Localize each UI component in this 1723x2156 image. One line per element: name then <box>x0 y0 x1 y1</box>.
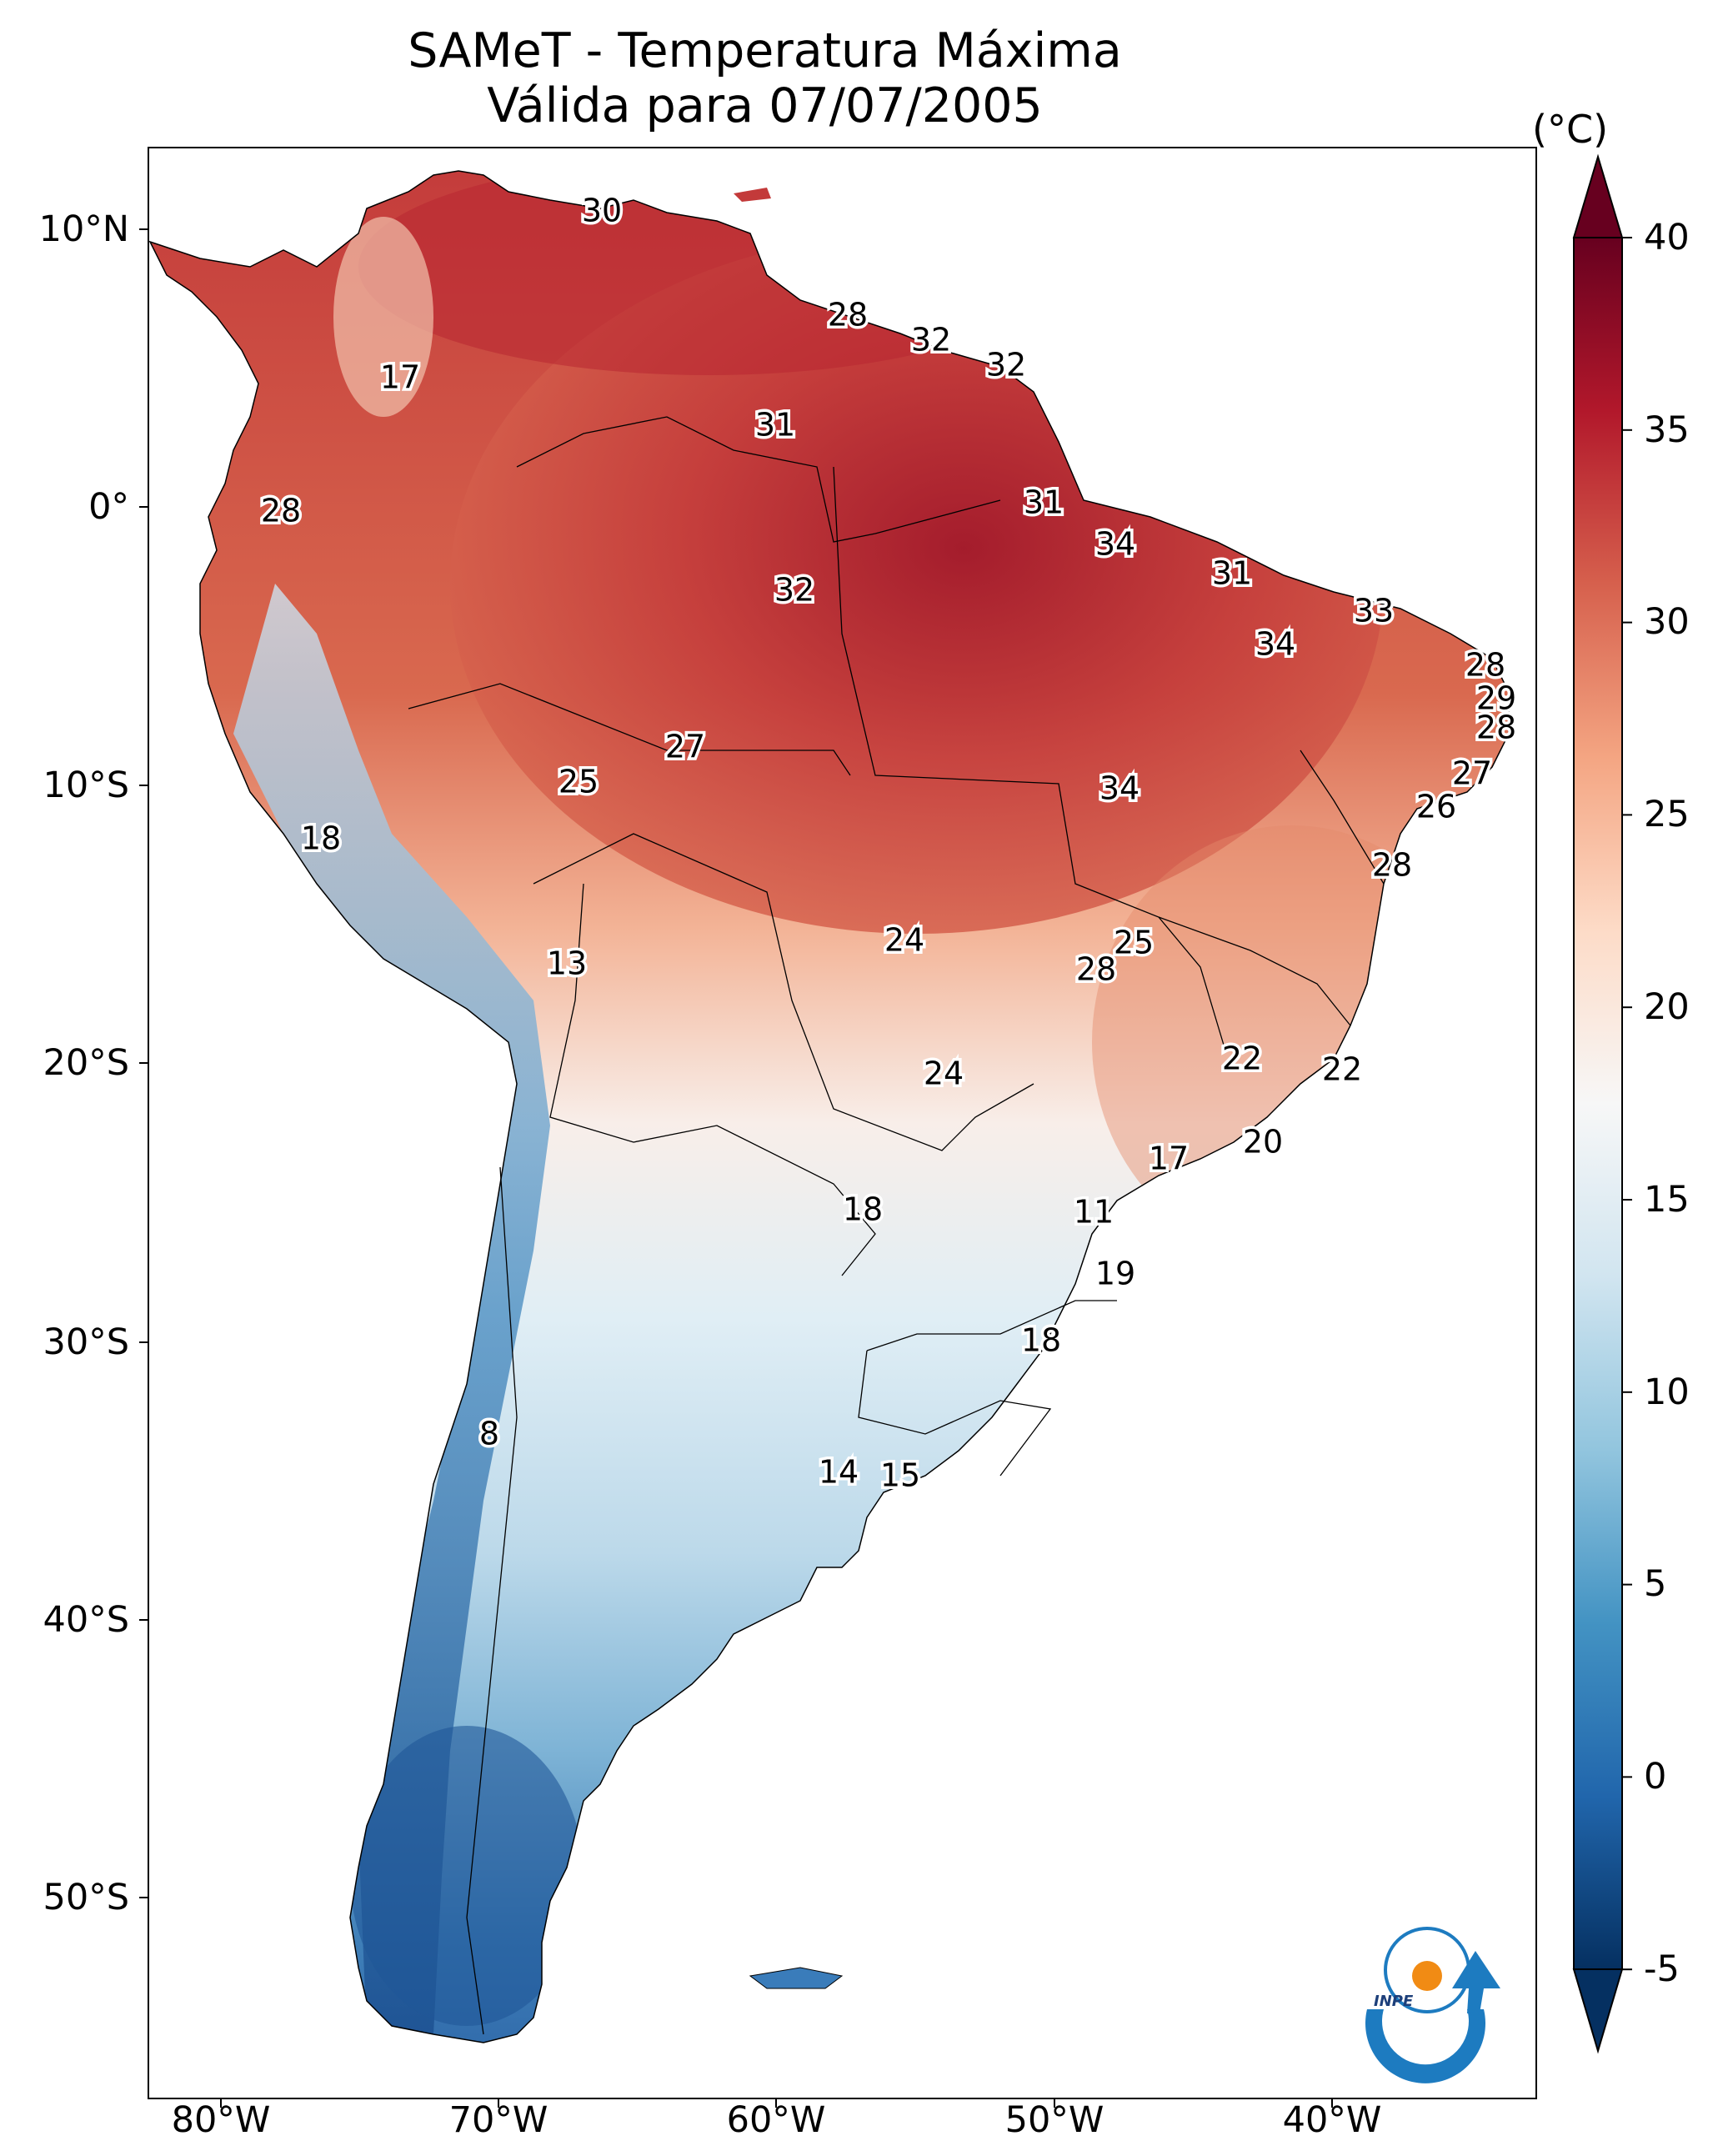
lat-label-10n: 10°N <box>38 208 129 250</box>
temperature-label: 18 <box>1021 1322 1061 1359</box>
colorbar-tick-35: 35 <box>1644 409 1690 451</box>
lat-label-30s: 30°S <box>43 1321 129 1363</box>
temperature-label: 14 <box>819 1454 859 1491</box>
temperature-label: 34 <box>1255 626 1295 663</box>
inpe-logo-text: INPE <box>1374 1993 1414 2010</box>
temperature-label: 17 <box>380 359 420 396</box>
colorbar-tick-10: 10 <box>1644 1371 1690 1413</box>
lat-label-10s: 10°S <box>43 765 129 806</box>
colorbar-bar <box>1573 237 1623 1970</box>
colorbar-lower-extension <box>1572 1968 1624 2054</box>
lat-label-20s: 20°S <box>43 1042 129 1084</box>
temperature-label: 31 <box>1024 484 1064 521</box>
temperature-label: 22 <box>1322 1051 1362 1088</box>
map-title: SAMeT - Temperatura Máxima <box>408 23 1122 78</box>
axis-ticks <box>139 228 1333 2108</box>
colorbar-tick-minus5: -5 <box>1644 1948 1680 1990</box>
lon-label-60w: 60°W <box>726 2099 826 2141</box>
temperature-label: 33 <box>1354 593 1394 629</box>
temperature-label: 34 <box>1099 770 1139 807</box>
temperature-label: 25 <box>558 764 599 800</box>
country-borders <box>408 416 1385 2035</box>
colorbar-tick-20: 20 <box>1644 986 1690 1028</box>
temperature-label: 27 <box>665 729 705 765</box>
temperature-label: 31 <box>1212 555 1252 592</box>
lat-label-40s: 40°S <box>43 1599 129 1641</box>
temperature-label: 32 <box>774 572 814 609</box>
inpe-logo-icon <box>1365 1927 1500 2083</box>
falkland-islands <box>749 1967 844 1989</box>
temperature-label: 27 <box>1452 755 1492 792</box>
temperature-label: 28 <box>261 493 301 529</box>
temperature-label: 11 <box>1074 1194 1114 1231</box>
colorbar-tick-0: 0 <box>1644 1756 1667 1798</box>
temperature-label: 17 <box>1149 1141 1189 1177</box>
temperature-label: 18 <box>843 1191 883 1228</box>
lon-label-50w: 50°W <box>1004 2099 1104 2141</box>
colorbar-unit: (°C) <box>1532 107 1609 152</box>
map-subtitle: Válida para 07/07/2005 <box>487 78 1043 133</box>
temperature-label: 28 <box>1476 709 1516 746</box>
temperature-label: 8 <box>479 1416 499 1452</box>
temperature-label: 31 <box>755 407 795 444</box>
colorbar-tick-25: 25 <box>1644 794 1690 835</box>
temperature-label: 34 <box>1095 526 1135 563</box>
temperature-label: 28 <box>1465 647 1505 684</box>
colorbar-tick-30: 30 <box>1644 601 1690 643</box>
temperature-label: 30 <box>582 193 622 229</box>
temperature-label: 15 <box>880 1457 920 1494</box>
temperature-label: 28 <box>1372 847 1412 884</box>
colorbar <box>1572 153 1632 2054</box>
temperature-label: 20 <box>1243 1124 1283 1161</box>
temperature-label: 32 <box>911 322 951 358</box>
temperature-label: 22 <box>1222 1040 1262 1077</box>
lat-label-0: 0° <box>88 486 129 528</box>
lon-label-70w: 70°W <box>448 2099 548 2141</box>
colorbar-tick-5: 5 <box>1644 1563 1667 1605</box>
trinidad-island <box>734 188 771 202</box>
temperature-label: 24 <box>924 1055 964 1092</box>
colorbar-upper-extension <box>1572 153 1624 238</box>
temperature-label: 19 <box>1095 1256 1135 1292</box>
temperature-label: 13 <box>547 945 587 982</box>
lon-label-40w: 40°W <box>1282 2099 1382 2141</box>
temperature-label: 28 <box>1076 951 1116 988</box>
temperature-label: 24 <box>884 922 924 959</box>
temperature-label: 18 <box>301 820 341 857</box>
temperature-label: 26 <box>1416 789 1456 825</box>
temperature-label: 32 <box>986 347 1026 384</box>
temperature-label: 25 <box>1114 925 1154 961</box>
lon-label-80w: 80°W <box>171 2099 271 2141</box>
temperature-label: 29 <box>1476 680 1516 717</box>
colorbar-tick-40: 40 <box>1644 217 1690 258</box>
colorbar-tick-15: 15 <box>1644 1179 1690 1221</box>
temperature-label: 28 <box>828 297 868 333</box>
lat-label-50s: 50°S <box>43 1877 129 1918</box>
